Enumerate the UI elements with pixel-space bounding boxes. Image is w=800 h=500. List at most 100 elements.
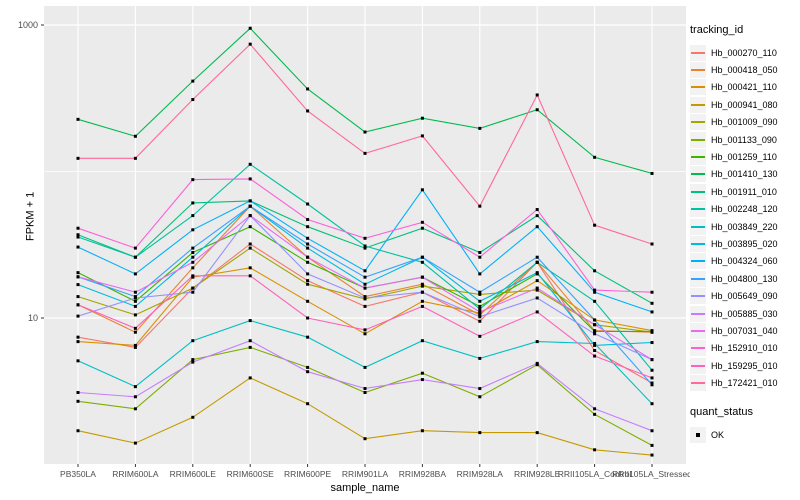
data-point [420,429,424,433]
legend-line-icon [691,312,705,315]
legend-label: Hb_003895_020 [711,238,778,249]
legend-swatch [690,218,706,235]
data-point [478,307,482,311]
legend-line-icon [691,242,705,245]
data-point [535,340,539,344]
data-point [248,274,252,278]
data-point [306,402,310,406]
data-point [535,431,539,435]
data-point [191,339,195,343]
data-point [76,359,80,363]
data-point [306,279,310,283]
legend: tracking_id Hb_000270_110 Hb_000418_050 Hb… [690,24,800,443]
data-point [306,365,310,369]
data-point [363,328,367,332]
legend-line-icon [691,329,705,332]
legend-label: Hb_001410_130 [711,169,778,180]
data-point [133,395,137,399]
data-point [133,441,137,445]
data-point [76,314,80,318]
data-point [306,260,310,264]
data-point [593,318,597,322]
data-point [191,201,195,205]
legend-title-quant-status: quant_status [690,405,753,418]
data-point [248,246,252,250]
data-point [593,269,597,273]
data-point [420,116,424,120]
legend-swatch [690,201,706,218]
legend-label: OK [711,429,725,440]
data-point [478,272,482,276]
x-tick-label: RRIM600LE [170,469,217,479]
legend-label: Hb_152910_010 [711,343,778,354]
data-point [76,340,80,344]
legend-item: Hb_001009_090 [690,114,800,131]
data-point [420,299,424,303]
data-point [650,329,654,333]
data-point [478,292,482,296]
data-point [363,437,367,441]
data-point [478,334,482,338]
legend-line-icon [691,295,705,298]
data-point [593,323,597,327]
y-tick-label: 10 [28,313,38,323]
legend-line-icon [691,382,705,385]
data-point [133,313,137,317]
data-point [363,151,367,155]
data-point [363,282,367,286]
data-point [76,245,80,249]
data-point [363,296,367,300]
data-point [420,282,424,286]
data-point [76,233,80,237]
data-point [76,226,80,230]
data-point [133,299,137,303]
legend-line-icon [691,103,705,106]
legend-swatch [690,288,706,305]
legend-item: Hb_001259_110 [690,148,800,166]
data-point [478,290,482,294]
data-point [306,316,310,320]
legend-item: Hb_001133_090 [690,131,800,148]
data-point [191,246,195,250]
data-point [650,242,654,246]
data-point [191,79,195,83]
data-point [593,290,597,294]
data-point [535,310,539,314]
data-point [535,361,539,365]
legend-label: Hb_000421_110 [711,82,777,93]
data-point [535,225,539,229]
legend-item: Hb_005885_030 [690,305,800,322]
data-point [133,272,137,276]
data-point [363,269,367,273]
x-tick-label: RRIM928BA [399,469,447,479]
data-point [191,415,195,419]
data-point [420,304,424,308]
legend-line-icon [691,69,705,72]
legend-line-icon [691,138,705,141]
legend-label: Hb_159295_010 [711,360,778,371]
data-point [191,228,195,232]
legend-line-icon [691,208,705,211]
data-point [420,339,424,343]
legend-swatch [690,149,706,166]
x-axis-title: sample_name [330,482,400,494]
data-point [650,341,654,345]
data-point [363,391,367,395]
data-point [535,271,539,275]
data-point [478,126,482,130]
data-point [535,214,539,218]
data-point [248,266,252,270]
x-tick-label: RRIM928LA [457,469,504,479]
data-point [593,299,597,303]
data-point [133,290,137,294]
data-point [191,260,195,264]
legend-label: Hb_001009_090 [711,117,778,128]
legend-line-icon [691,86,705,89]
data-point [420,260,424,264]
data-point [593,155,597,159]
data-point [593,329,597,333]
data-point [535,93,539,97]
data-point [76,117,80,121]
data-point [420,290,424,294]
